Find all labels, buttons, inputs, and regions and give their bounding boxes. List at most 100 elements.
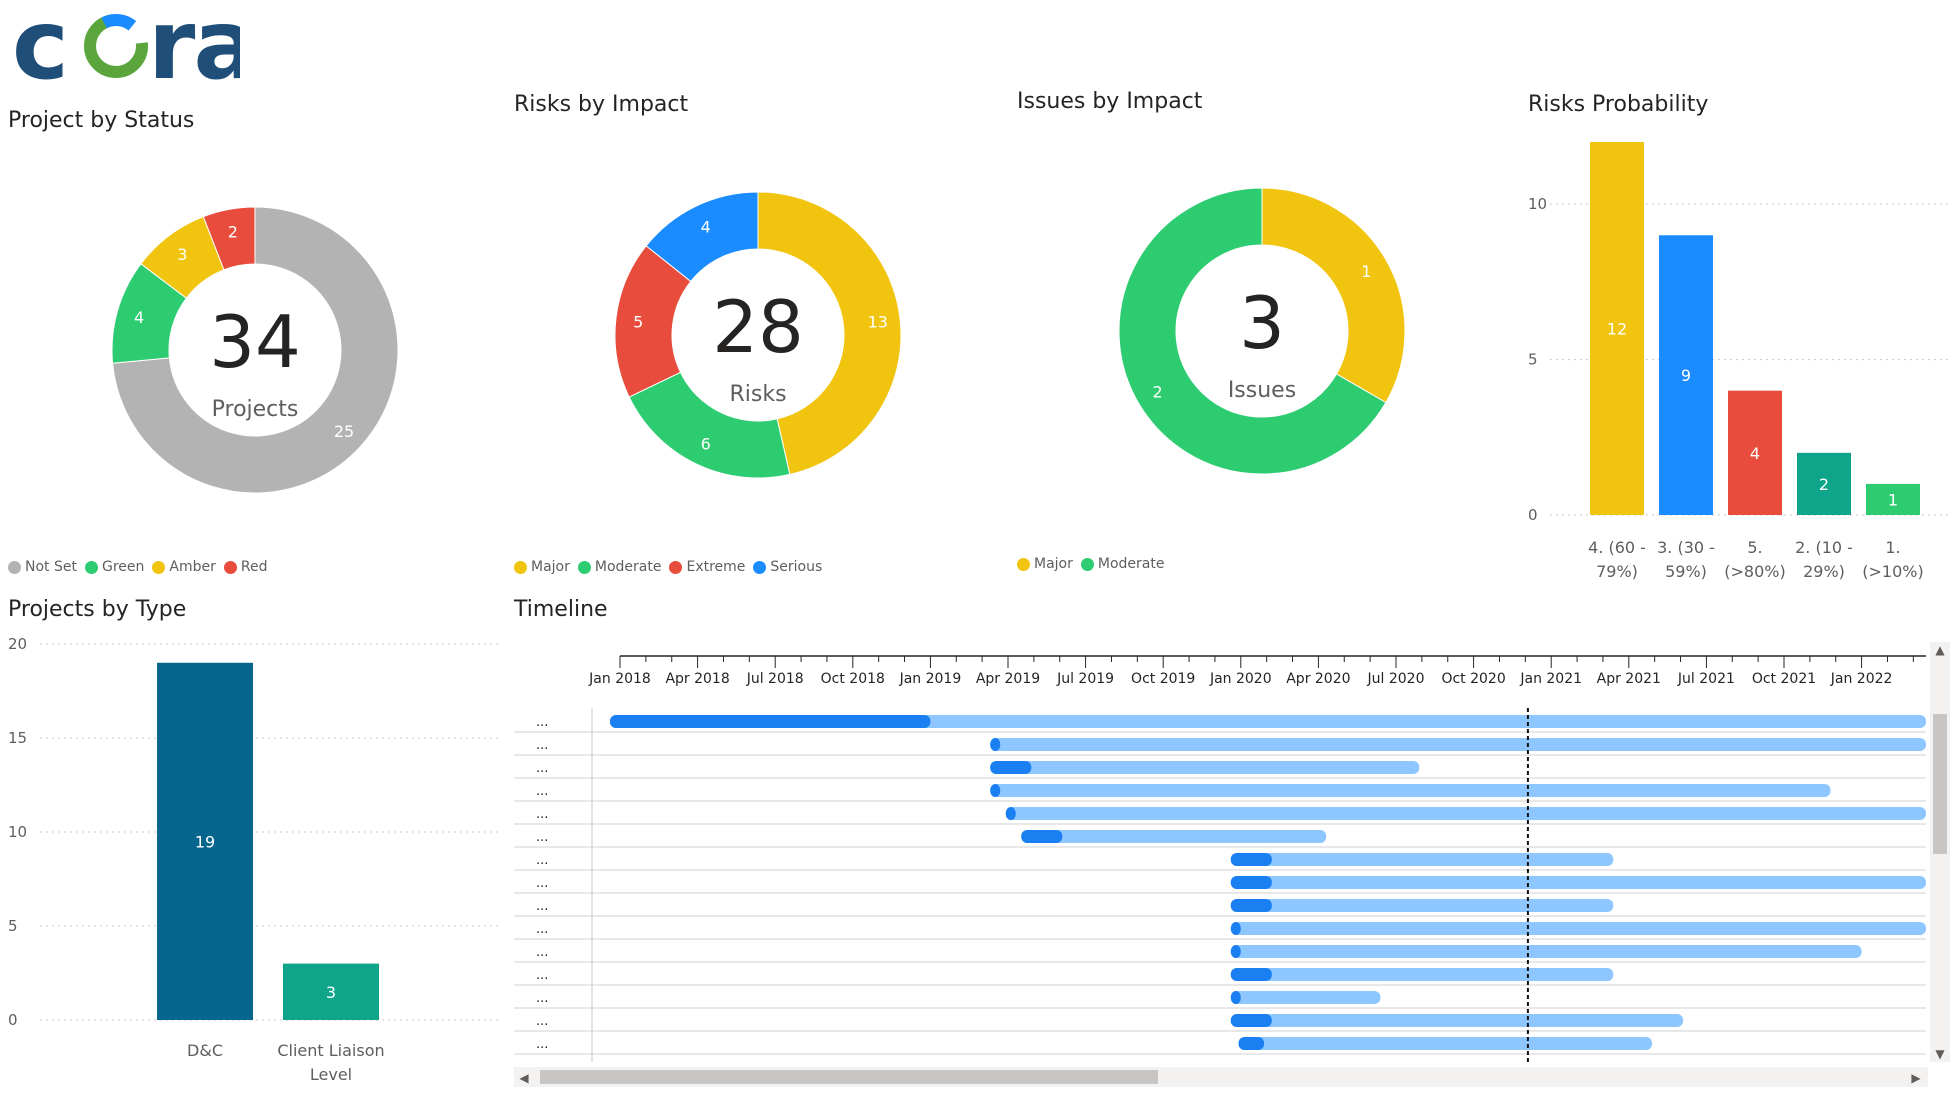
timeline-month-label: Apr 2020	[1286, 671, 1350, 687]
legend-item-serious[interactable]: Serious	[753, 559, 822, 575]
legend-dot	[1080, 557, 1094, 571]
legend-item-red[interactable]: Red	[223, 559, 267, 575]
timeline-month-label: Jan 2022	[1830, 671, 1893, 687]
timeline-task-progress	[1005, 807, 1016, 820]
timeline-task-progress	[990, 738, 1001, 751]
donut-data-label: 25	[334, 422, 354, 441]
risks-impact-donut[interactable]: 13 6 5 4 28 Risks	[603, 180, 913, 490]
bar-4[interactable]	[1797, 452, 1851, 515]
bar-2[interactable]	[283, 963, 379, 1020]
x-category-label: 4. (60 -	[1588, 538, 1646, 557]
donut-slice-major[interactable]	[757, 191, 902, 476]
x-category-label: 2. (10 -	[1795, 538, 1853, 557]
donut-slice-major[interactable]	[1261, 187, 1406, 404]
y-tick-label: 10	[1528, 195, 1547, 213]
scroll-down-icon[interactable]: ▼	[1935, 1047, 1945, 1061]
legend-item-not-set[interactable]: Not Set	[8, 559, 77, 575]
legend-item-moderate[interactable]: Moderate	[1080, 556, 1164, 572]
donut-slice-moderate[interactable]	[1118, 187, 1387, 475]
timeline-row-label[interactable]: ...	[536, 899, 548, 914]
y-tick-label: 10	[8, 823, 27, 841]
timeline-title: Timeline	[514, 597, 608, 622]
timeline-row-label[interactable]: ...	[536, 853, 548, 868]
x-category-label: 5.	[1747, 538, 1762, 557]
legend-dot	[152, 560, 166, 574]
timeline-gantt[interactable]: Jan 2018 Apr 2018 Jul 2018 Oct 2018 Jan 2019…	[512, 632, 1952, 1095]
timeline-row-label[interactable]: ...	[536, 945, 548, 960]
donut-slice-moderate[interactable]	[628, 371, 791, 479]
timeline-task-bar[interactable]	[610, 715, 1926, 728]
timeline-task-bar[interactable]	[990, 761, 1420, 774]
legend-item-moderate[interactable]: Moderate	[577, 559, 661, 575]
donut-data-label: 3	[177, 245, 187, 264]
timeline-row-label[interactable]: ...	[536, 807, 548, 822]
timeline-row-label[interactable]: ...	[536, 784, 548, 799]
timeline-task-bar[interactable]	[1230, 876, 1926, 889]
issues-impact-donut[interactable]: 1 2 3 Issues	[1107, 176, 1417, 486]
donut-slice-not-set[interactable]	[112, 206, 399, 494]
timeline-horizontal-scroll-thumb[interactable]	[540, 1070, 1158, 1084]
scroll-right-icon[interactable]: ▶	[1911, 1071, 1921, 1085]
timeline-task-bar[interactable]	[1230, 1014, 1684, 1027]
legend-label: Major	[1034, 556, 1073, 572]
timeline-row-label[interactable]: ...	[536, 968, 548, 983]
scroll-left-icon[interactable]: ◀	[519, 1071, 529, 1085]
risks-impact-legend: Major Moderate Extreme Serious	[514, 559, 830, 575]
timeline-task-bar[interactable]	[1230, 945, 1862, 958]
x-category-label: D&C	[187, 1041, 223, 1060]
timeline-row-label[interactable]: ...	[536, 991, 548, 1006]
y-tick-label: 0	[1528, 506, 1538, 524]
y-tick-label: 0	[8, 1011, 18, 1029]
timeline-task-bar[interactable]	[1005, 807, 1926, 820]
bar-5[interactable]	[1866, 483, 1920, 515]
legend-item-major[interactable]: Major	[1017, 556, 1073, 572]
timeline-task-bar[interactable]	[990, 738, 1926, 751]
bar-1[interactable]	[1590, 142, 1644, 515]
legend-item-major[interactable]: Major	[514, 559, 570, 575]
timeline-row-label[interactable]: ...	[536, 922, 548, 937]
risks-impact-title: Risks by Impact	[514, 92, 689, 117]
bar-2[interactable]	[1659, 235, 1713, 515]
donut-data-label: 4	[134, 308, 144, 327]
legend-dot	[577, 560, 591, 574]
timeline-task-bar[interactable]	[1238, 1037, 1653, 1050]
legend-label: Serious	[770, 559, 823, 575]
projects-type-chart[interactable]: 20 15 10 5 0 19 D&C 3 Client Liaison Level	[0, 630, 500, 1090]
timeline-month-label: Oct 2019	[1131, 671, 1195, 687]
timeline-task-bar[interactable]	[1230, 899, 1614, 912]
project-status-donut[interactable]: 25 4 3 2 34 Projects	[100, 195, 410, 505]
donut-data-label: 2	[228, 223, 238, 242]
legend-dot	[84, 560, 98, 574]
timeline-task-progress	[1230, 945, 1241, 958]
timeline-task-bar[interactable]	[1021, 830, 1327, 843]
timeline-task-bar[interactable]	[1230, 922, 1926, 935]
scroll-up-icon[interactable]: ▲	[1935, 643, 1945, 657]
bar-3[interactable]	[1728, 390, 1782, 515]
timeline-task-bar[interactable]	[1230, 968, 1614, 981]
donut-center-label: Issues	[1228, 378, 1296, 403]
timeline-row-label[interactable]: ...	[536, 738, 548, 753]
timeline-month-label: Oct 2021	[1752, 671, 1816, 687]
timeline-row-label[interactable]: ...	[536, 876, 548, 891]
legend-item-extreme[interactable]: Extreme	[669, 559, 745, 575]
bar-1[interactable]	[157, 662, 253, 1020]
timeline-row-label[interactable]: ...	[536, 715, 548, 730]
legend-item-amber[interactable]: Amber	[152, 559, 216, 575]
timeline-task-bar[interactable]	[1230, 853, 1614, 866]
timeline-task-bar[interactable]	[1230, 991, 1381, 1004]
timeline-month-label: Jul 2021	[1677, 671, 1735, 687]
x-category-label: (>80%)	[1724, 562, 1785, 581]
timeline-row-label[interactable]: ...	[536, 1037, 548, 1052]
timeline-row-label[interactable]: ...	[536, 761, 548, 776]
donut-slice-serious[interactable]	[645, 191, 759, 283]
timeline-task-progress	[1230, 991, 1241, 1004]
legend-label: Extreme	[686, 559, 746, 575]
legend-item-green[interactable]: Green	[84, 559, 144, 575]
timeline-row-label[interactable]: ...	[536, 1014, 548, 1029]
timeline-row-label[interactable]: ...	[536, 830, 548, 845]
timeline-vertical-scroll-thumb[interactable]	[1933, 714, 1947, 854]
timeline-task-bar[interactable]	[990, 784, 1831, 797]
bar-data-label: 2	[1819, 475, 1829, 494]
donut-slice-red[interactable]	[202, 206, 256, 271]
